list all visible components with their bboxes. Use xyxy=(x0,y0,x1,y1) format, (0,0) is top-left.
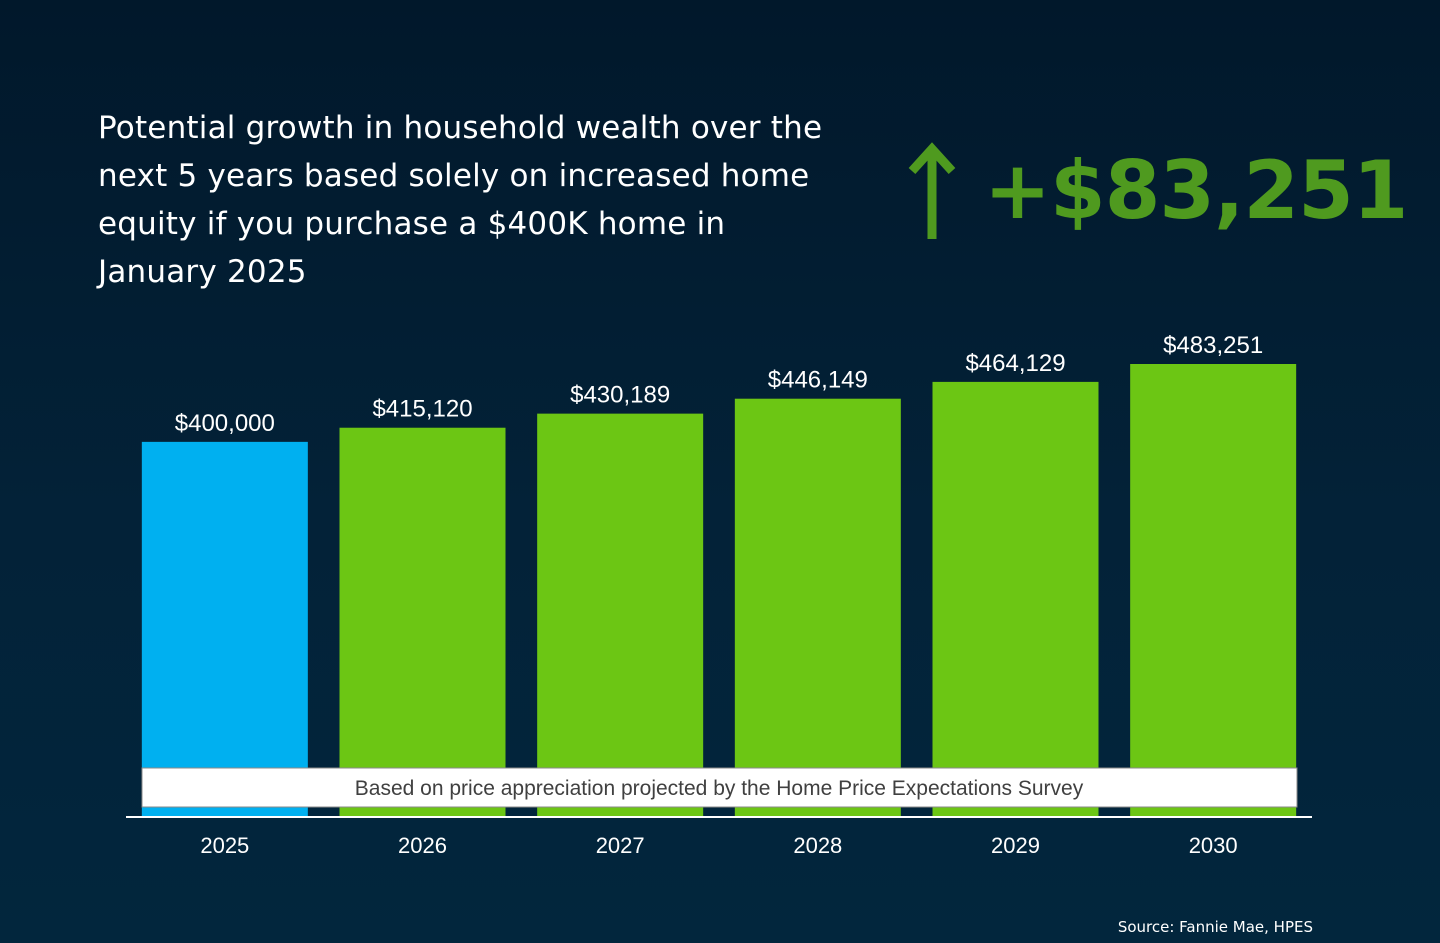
annotation-text: Based on price appreciation projected by… xyxy=(355,777,1084,800)
bar-2028 xyxy=(734,398,901,816)
bar-2025 xyxy=(141,441,308,816)
headline: Potential growth in household wealth ove… xyxy=(98,110,823,290)
annotation-band xyxy=(141,767,1298,808)
x-tick-label-2025: 2025 xyxy=(200,833,249,858)
bar-2026 xyxy=(339,427,506,816)
arrow-up-icon xyxy=(908,142,956,239)
growth-value: +$83,251 xyxy=(984,144,1408,237)
data-label-2028: $446,149 xyxy=(768,367,868,394)
x-tick-label-2029: 2029 xyxy=(991,833,1040,858)
bar-2029 xyxy=(932,381,1099,816)
data-label-2029: $464,129 xyxy=(965,350,1065,377)
data-label-2027: $430,189 xyxy=(570,382,670,409)
data-label-2026: $415,120 xyxy=(372,396,472,423)
x-tick-label-2027: 2027 xyxy=(596,833,645,858)
growth-callout: +$83,251 xyxy=(906,136,1408,246)
bar-2027 xyxy=(537,413,704,816)
x-tick-label-2028: 2028 xyxy=(793,833,842,858)
source-note: Source: Fannie Mae, HPES xyxy=(1117,918,1313,936)
data-label-2025: $400,000 xyxy=(175,410,275,437)
x-tick-label-2030: 2030 xyxy=(1189,833,1238,858)
x-tick-label-2026: 2026 xyxy=(398,833,447,858)
bar-2030 xyxy=(1130,364,1297,816)
data-label-2030: $483,251 xyxy=(1163,332,1263,359)
